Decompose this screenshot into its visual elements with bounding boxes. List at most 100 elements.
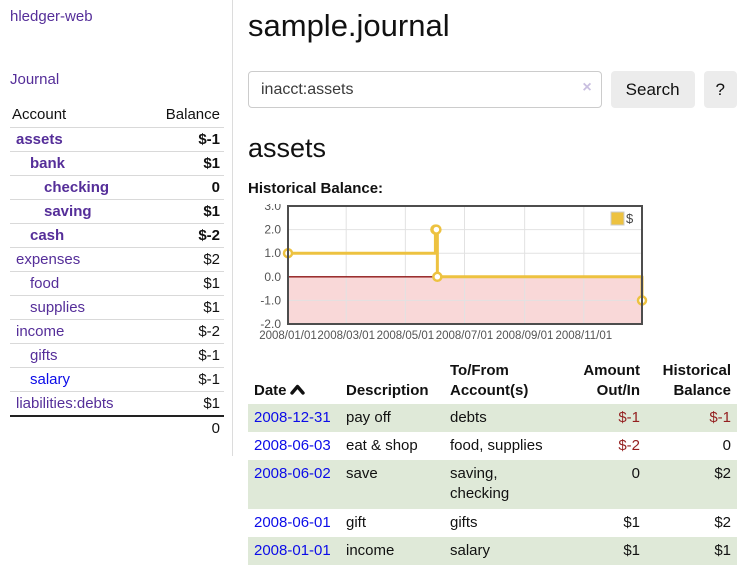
- transaction-date-link[interactable]: 2008-06-03: [254, 436, 331, 454]
- transaction-date-link[interactable]: 2008-06-02: [254, 465, 331, 483]
- account-row: expenses $2: [10, 247, 224, 272]
- account-link-saving[interactable]: saving: [44, 203, 92, 220]
- svg-text:2008/01/01: 2008/01/01: [259, 330, 317, 342]
- account-link-salary[interactable]: salary: [30, 371, 71, 388]
- account-row: salary $-1: [10, 367, 224, 392]
- account-heading: assets: [248, 133, 327, 163]
- search-button[interactable]: Search: [610, 71, 695, 108]
- account-balance: $1: [147, 271, 224, 296]
- transaction-description: income: [346, 541, 395, 559]
- register-header-date[interactable]: Date: [248, 359, 340, 404]
- register-header-balance: Historical Balance: [662, 362, 731, 399]
- transaction-amount: 0: [631, 465, 640, 483]
- account-row: saving $1: [10, 199, 224, 224]
- chart-title: Historical Balance:: [248, 180, 384, 197]
- register-header-row: Date Description To/From Account(s) Amou…: [248, 359, 737, 404]
- sort-ascending-icon: [289, 384, 305, 395]
- svg-text:-1.0: -1.0: [260, 293, 281, 307]
- svg-text:$: $: [626, 211, 634, 226]
- account-link-liabilities-debts[interactable]: liabilities:debts: [16, 395, 114, 412]
- account-balance: $-1: [147, 127, 224, 152]
- transaction-balance: $-1: [709, 408, 731, 426]
- transaction-description: save: [346, 465, 378, 483]
- transaction-date-link[interactable]: 2008-12-31: [254, 408, 331, 426]
- search-input[interactable]: [248, 71, 602, 108]
- account-link-supplies[interactable]: supplies: [30, 299, 86, 316]
- account-balance: $2: [147, 247, 224, 272]
- register-row: 2008-06-02 save saving, checking 0 $2: [248, 460, 737, 509]
- transaction-amount: $1: [623, 541, 640, 559]
- brand-link[interactable]: hledger-web: [10, 8, 93, 25]
- account-link-cash[interactable]: cash: [30, 227, 65, 244]
- account-link-income[interactable]: income: [16, 323, 65, 340]
- register-row: 2008-01-01 income salary $1 $1: [248, 536, 737, 566]
- accounts-table: Account Balance assets $-1 bank $1 checking 0…: [10, 103, 224, 440]
- accounts-header-account: Account: [12, 106, 67, 123]
- svg-text:1.0: 1.0: [264, 246, 281, 260]
- account-link-expenses[interactable]: expenses: [16, 251, 81, 268]
- account-row: gifts $-1: [10, 343, 224, 368]
- accounts-total-balance: 0: [147, 415, 224, 440]
- accounts-header-row: Account Balance: [10, 103, 224, 128]
- account-link-assets[interactable]: assets: [16, 131, 63, 148]
- account-row: food $1: [10, 271, 224, 296]
- accounts-header-balance: Balance: [165, 106, 220, 123]
- register-header-account: To/From Account(s): [450, 362, 529, 399]
- transaction-amount: $-1: [618, 408, 640, 426]
- account-balance: $-1: [147, 343, 224, 368]
- svg-text:3.0: 3.0: [264, 204, 281, 213]
- account-link-food[interactable]: food: [30, 275, 60, 292]
- transaction-balance: $1: [714, 541, 731, 559]
- search-bar: × Search ?: [248, 71, 737, 108]
- transaction-accounts: debts: [450, 408, 487, 426]
- sidebar: hledger-web Journal Account Balance asse…: [0, 0, 233, 456]
- transaction-balance: $2: [714, 513, 731, 531]
- account-balance: $-1: [147, 367, 224, 392]
- register-header-date-label: Date: [254, 381, 287, 399]
- register-row: 2008-06-03 eat & shop food, supplies $-2 0: [248, 432, 737, 460]
- account-row: supplies $1: [10, 295, 224, 320]
- svg-text:2.0: 2.0: [264, 223, 281, 237]
- transaction-description: eat & shop: [346, 436, 418, 454]
- account-link-checking[interactable]: checking: [44, 179, 110, 196]
- account-balance: $1: [147, 295, 224, 320]
- svg-text:2008/11/01: 2008/11/01: [555, 330, 612, 342]
- account-row: income $-2: [10, 319, 224, 344]
- svg-text:2008/03/01: 2008/03/01: [317, 330, 375, 342]
- transaction-accounts: gifts: [450, 513, 478, 531]
- register-header-description: Description: [346, 381, 429, 399]
- svg-text:0.0: 0.0: [264, 270, 281, 284]
- account-link-bank[interactable]: bank: [30, 155, 66, 172]
- account-row: cash $-2: [10, 223, 224, 248]
- transaction-accounts: food, supplies: [450, 436, 543, 454]
- svg-text:2008/05/01: 2008/05/01: [377, 330, 435, 342]
- account-row: bank $1: [10, 151, 224, 176]
- account-row: liabilities:debts $1: [10, 391, 224, 416]
- register-row: 2008-12-31 pay off debts $-1 $-1: [248, 403, 737, 432]
- transaction-balance: 0: [722, 436, 731, 454]
- nav-journal-link[interactable]: Journal: [10, 71, 60, 88]
- account-balance: $1: [147, 199, 224, 224]
- svg-text:2008/09/01: 2008/09/01: [496, 330, 554, 342]
- transaction-amount: $1: [623, 513, 640, 531]
- register-table: Date Description To/From Account(s) Amou…: [248, 359, 737, 566]
- transaction-balance: $2: [714, 465, 731, 483]
- help-button[interactable]: ?: [703, 71, 737, 108]
- account-link-gifts[interactable]: gifts: [30, 347, 58, 364]
- accounts-total-spacer: [10, 415, 148, 440]
- clear-search-icon[interactable]: ×: [582, 79, 592, 96]
- register-row: 2008-06-01 gift gifts $1 $2: [248, 509, 737, 537]
- accounts-total-row: 0: [10, 415, 224, 440]
- register-header-amount: Amount Out/In: [583, 362, 640, 399]
- main-content: sample.journal × Search ? assets Histori…: [233, 0, 742, 582]
- page-title: sample.journal: [248, 8, 450, 43]
- transaction-date-link[interactable]: 2008-06-01: [254, 513, 331, 531]
- account-balance: $1: [147, 151, 224, 176]
- transaction-amount: $-2: [618, 436, 640, 454]
- account-row: assets $-1: [10, 127, 224, 152]
- transaction-date-link[interactable]: 2008-01-01: [254, 541, 331, 559]
- account-balance: $1: [147, 391, 224, 416]
- transaction-description: pay off: [346, 408, 391, 426]
